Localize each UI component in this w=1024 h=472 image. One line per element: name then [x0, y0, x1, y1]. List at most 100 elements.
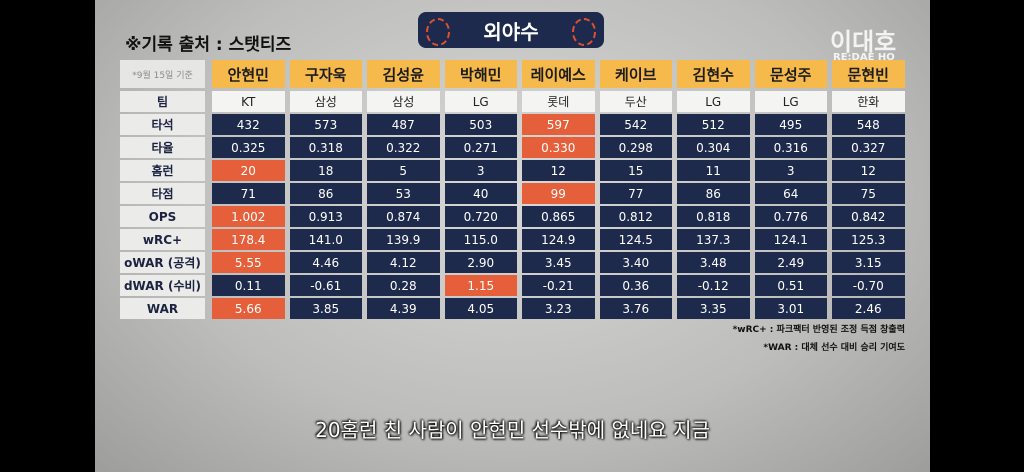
- table-cell: 124.9: [522, 229, 595, 250]
- table-cell: -0.12: [677, 275, 750, 296]
- table-cell: 573: [289, 114, 362, 135]
- table-cell: 77: [599, 183, 672, 204]
- title-badge: 외야수: [418, 12, 604, 48]
- table-cell: 0.318: [289, 137, 362, 158]
- table-cell: 3.76: [599, 298, 672, 319]
- table-cell: 503: [444, 114, 517, 135]
- table-cell: 99: [522, 183, 595, 204]
- table-cell: 124.5: [599, 229, 672, 250]
- row-label: dWAR (수비): [120, 275, 205, 296]
- table-cell: 139.9: [367, 229, 440, 250]
- table-cell: 178.4: [212, 229, 285, 250]
- table-cell: 548: [832, 114, 905, 135]
- table-cell: 0.913: [289, 206, 362, 227]
- table-cell: 4.12: [367, 252, 440, 273]
- stitch-icon: [426, 18, 450, 46]
- table-cell: 0.304: [677, 137, 750, 158]
- table-cell: 3.35: [677, 298, 750, 319]
- column-header: 박해민: [444, 60, 517, 88]
- table-cell: 3.45: [522, 252, 595, 273]
- table-cell: 1.15: [444, 275, 517, 296]
- table-cell: -0.21: [522, 275, 595, 296]
- caption: 20홈런 친 사람이 안현민 선수밖에 없네요 지금: [315, 418, 710, 442]
- table-cell: 3.40: [599, 252, 672, 273]
- table-cell: 40: [444, 183, 517, 204]
- table-cell: 3.85: [289, 298, 362, 319]
- table-cell: 3.23: [522, 298, 595, 319]
- table-cell: 3.01: [754, 298, 827, 319]
- table-cell: 3: [754, 160, 827, 181]
- column-header: 문성주: [754, 60, 827, 88]
- table-cell: 124.1: [754, 229, 827, 250]
- table-cell: 0.316: [754, 137, 827, 158]
- table-cell: 0.298: [599, 137, 672, 158]
- table-cell: 삼성: [289, 91, 362, 112]
- table-cell: 86: [677, 183, 750, 204]
- table-cell: 20: [212, 160, 285, 181]
- table-cell: 0.812: [599, 206, 672, 227]
- table-cell: 2.90: [444, 252, 517, 273]
- table-cell: LG: [754, 91, 827, 112]
- table-cell: 3.15: [832, 252, 905, 273]
- table-cell: 512: [677, 114, 750, 135]
- table-cell: 0.51: [754, 275, 827, 296]
- column-header: 김성윤: [367, 60, 440, 88]
- table-cell: 0.11: [212, 275, 285, 296]
- table-cell: 115.0: [444, 229, 517, 250]
- table-cell: 롯데: [522, 91, 595, 112]
- table-cell: 5.66: [212, 298, 285, 319]
- table-cell: 3.48: [677, 252, 750, 273]
- table-cell: 4.05: [444, 298, 517, 319]
- column-header: 구자욱: [289, 60, 362, 88]
- row-label: 홈런: [120, 160, 205, 181]
- table-cell: 4.39: [367, 298, 440, 319]
- table-cell: 5: [367, 160, 440, 181]
- table-cell: 1.002: [212, 206, 285, 227]
- logo-sub: RE:DAE HO: [833, 52, 895, 63]
- table-cell: 2.49: [754, 252, 827, 273]
- table-cell: 12: [832, 160, 905, 181]
- table-cell: 0.271: [444, 137, 517, 158]
- table-cell: 542: [599, 114, 672, 135]
- footnote: *wRC+ : 파크팩터 반영된 조정 득점 창출력: [732, 325, 905, 335]
- table-cell: 15: [599, 160, 672, 181]
- column-header: 김현수: [677, 60, 750, 88]
- table-cell: 75: [832, 183, 905, 204]
- table-cell: 125.3: [832, 229, 905, 250]
- table-cell: 0.36: [599, 275, 672, 296]
- footnote: *WAR : 대체 선수 대비 승리 기여도: [763, 343, 905, 353]
- slide: ※기록 출처 : 스탯티즈 외야수 이대호 RE:DAE HO *9월 15일 …: [95, 0, 930, 472]
- table-cell: 64: [754, 183, 827, 204]
- table-cell: 53: [367, 183, 440, 204]
- source-note: ※기록 출처 : 스탯티즈: [125, 35, 292, 55]
- table-cell: 71: [212, 183, 285, 204]
- row-label: 타율: [120, 137, 205, 158]
- table-cell: 432: [212, 114, 285, 135]
- table-cell: 487: [367, 114, 440, 135]
- column-header: 레이예스: [522, 60, 595, 88]
- table-cell: 495: [754, 114, 827, 135]
- table-cell: 삼성: [367, 91, 440, 112]
- table-cell: LG: [444, 91, 517, 112]
- row-label: oWAR (공격): [120, 252, 205, 273]
- table-cell: 4.46: [289, 252, 362, 273]
- table-cell: 0.327: [832, 137, 905, 158]
- column-header: 문현빈: [832, 60, 905, 88]
- table-cell: 12: [522, 160, 595, 181]
- table-cell: 18: [289, 160, 362, 181]
- table-cell: 597: [522, 114, 595, 135]
- table-cell: 137.3: [677, 229, 750, 250]
- table-cell: -0.61: [289, 275, 362, 296]
- corner-note: *9월 15일 기준: [120, 60, 205, 88]
- table-cell: 0.874: [367, 206, 440, 227]
- table-cell: 0.28: [367, 275, 440, 296]
- table-cell: 11: [677, 160, 750, 181]
- row-label: 타석: [120, 114, 205, 135]
- table-cell: 141.0: [289, 229, 362, 250]
- table-cell: 0.720: [444, 206, 517, 227]
- stitch-icon: [572, 18, 596, 46]
- column-header: 안현민: [212, 60, 285, 88]
- table-cell: -0.70: [832, 275, 905, 296]
